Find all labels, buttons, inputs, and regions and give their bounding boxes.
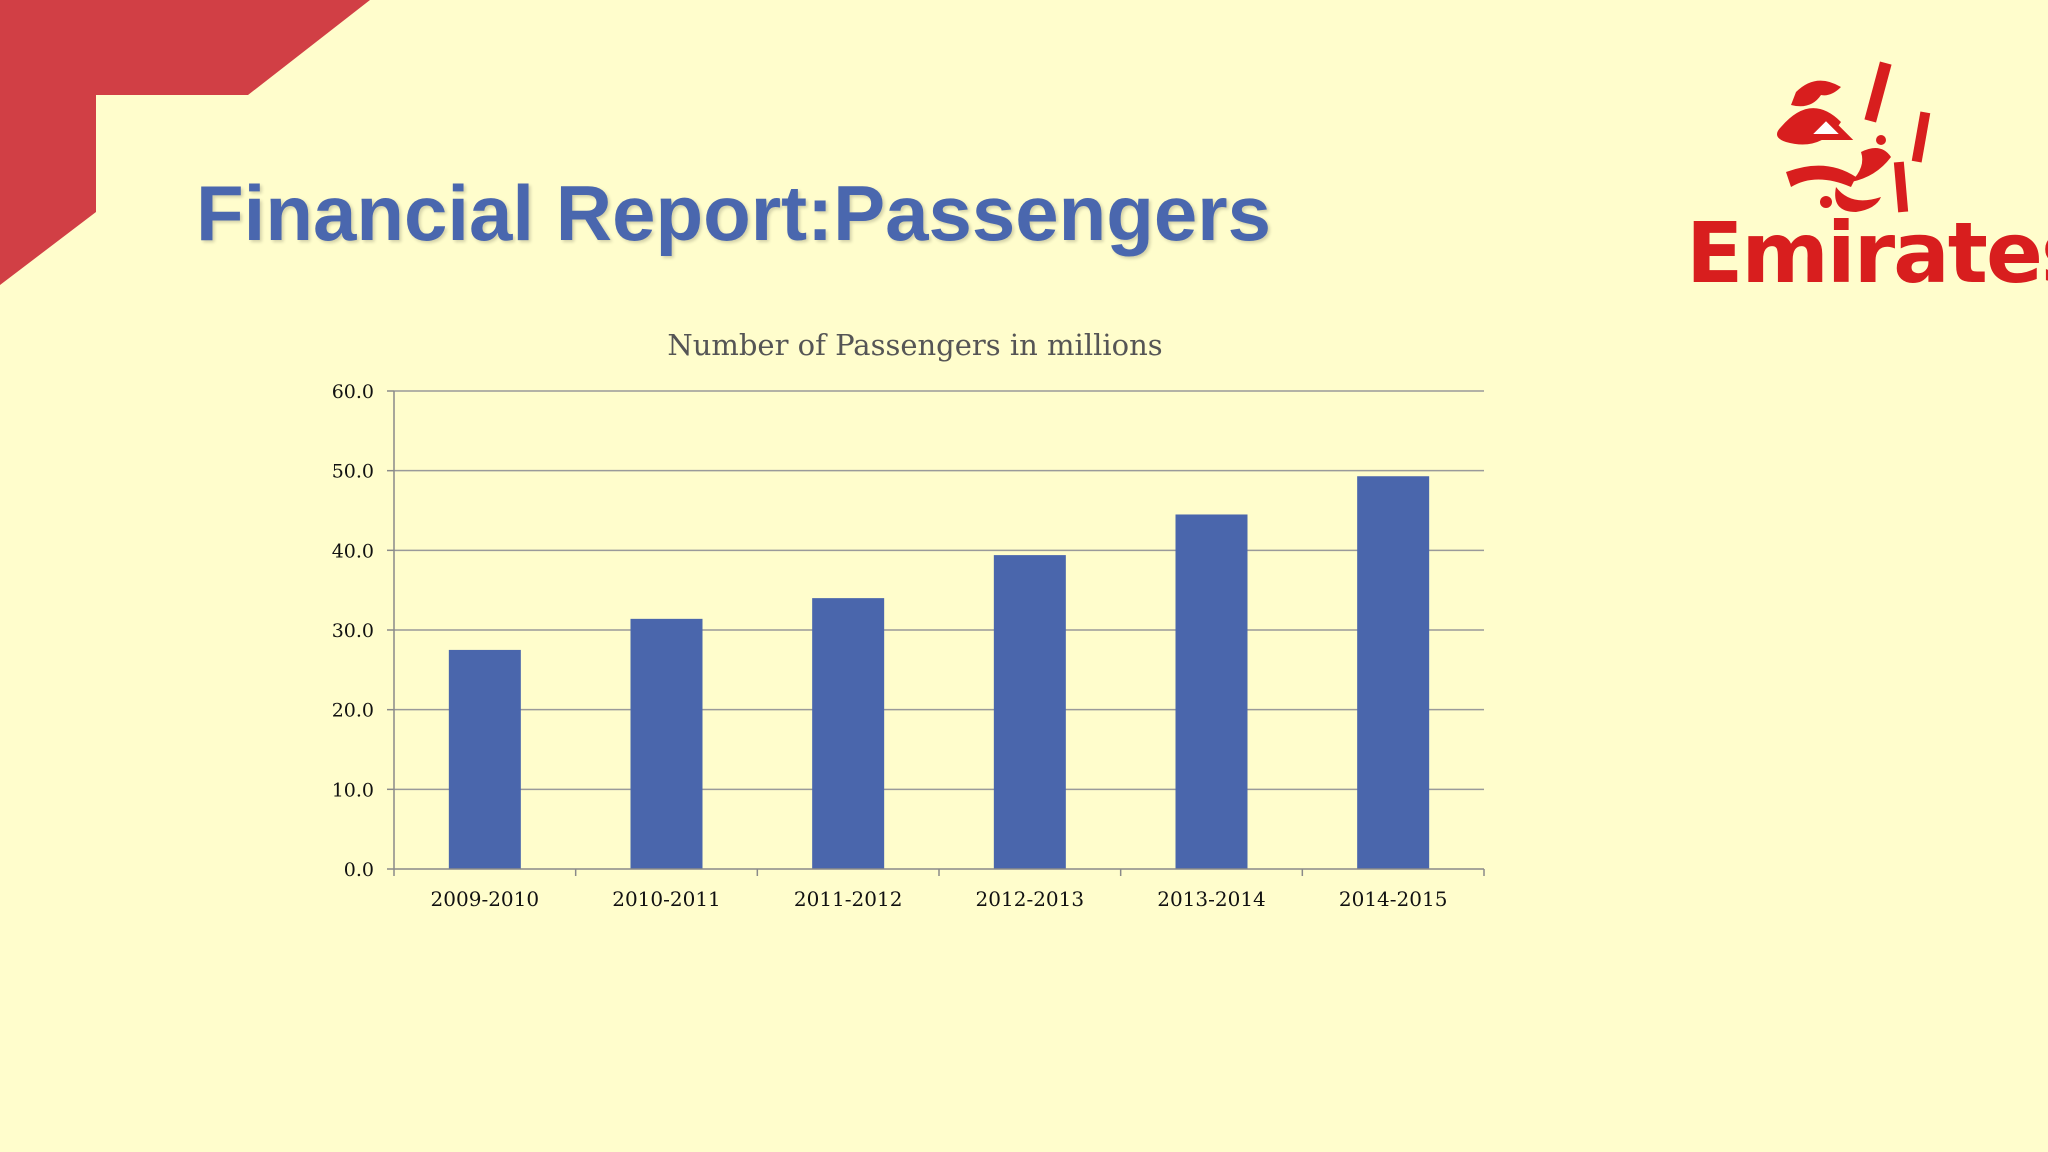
- x-tick-label: 2010-2011: [612, 887, 721, 911]
- bar-2009-2010: [448, 649, 521, 869]
- bars: [448, 476, 1430, 869]
- bar-2010-2011: [630, 618, 703, 869]
- x-tick-label: 2014-2015: [1339, 887, 1448, 911]
- x-tick-label: 2013-2014: [1157, 887, 1266, 911]
- logo-wordmark: Emirates: [1686, 204, 2048, 302]
- axes: [387, 390, 1485, 876]
- bar-2013-2014: [1175, 514, 1248, 869]
- axis-labels: 0.0 10.0 20.0 30.0 40.0 50.0 60.0 2009-2010 2010…: [332, 381, 1448, 911]
- y-tick-label: 40.0: [332, 540, 374, 562]
- chart-title: Number of Passengers in millions: [667, 328, 1162, 362]
- emirates-logo: Emirates: [1676, 52, 2048, 302]
- corner-accent-shape: [0, 0, 370, 285]
- bar-2014-2015: [1357, 476, 1430, 869]
- bar-2012-2013: [993, 555, 1066, 869]
- arabic-calligraphy-logo-mark: [1777, 61, 1931, 213]
- x-tick-label: 2012-2013: [976, 887, 1085, 911]
- y-tick-label: 50.0: [332, 461, 374, 483]
- x-tick-label: 2009-2010: [431, 887, 540, 911]
- y-tick-label: 10.0: [332, 779, 374, 801]
- y-tick-label: 60.0: [332, 381, 374, 403]
- y-tick-label: 20.0: [332, 700, 374, 722]
- y-tick-label: 30.0: [332, 620, 374, 642]
- x-tick-label: 2011-2012: [794, 887, 903, 911]
- bar-2011-2012: [812, 598, 885, 869]
- slide-title: Financial Report:Passengers: [196, 169, 1272, 257]
- y-tick-label: 0.0: [344, 859, 374, 881]
- gridlines: [394, 390, 1484, 791]
